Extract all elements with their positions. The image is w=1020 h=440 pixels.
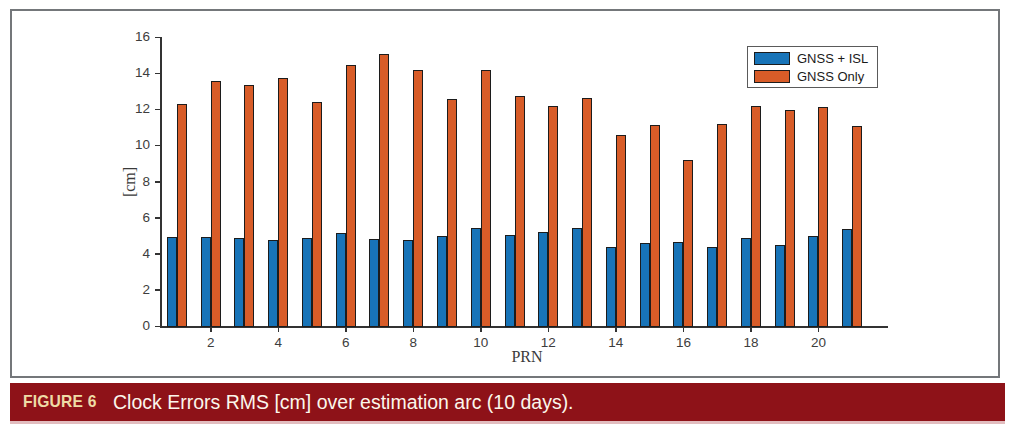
y-tick-label: 0 bbox=[12, 318, 150, 333]
bar-gnss-only-prn-19 bbox=[785, 110, 795, 327]
y-tick bbox=[155, 289, 160, 291]
y-tick bbox=[155, 217, 160, 219]
bar-gnss-isl-prn-17 bbox=[707, 247, 717, 327]
bar-gnss-only-prn-15 bbox=[650, 125, 660, 327]
legend-entry-gnss-isl: GNSS + ISL bbox=[754, 51, 871, 66]
x-tick-label: 14 bbox=[600, 335, 632, 350]
bar-gnss-only-prn-14 bbox=[616, 135, 626, 327]
y-tick bbox=[155, 109, 160, 111]
bar-gnss-only-prn-13 bbox=[582, 98, 592, 327]
bar-gnss-only-prn-20 bbox=[818, 107, 828, 327]
bar-gnss-isl-prn-3 bbox=[234, 238, 244, 327]
bar-gnss-only-prn-6 bbox=[346, 65, 356, 327]
y-tick bbox=[155, 326, 160, 328]
x-tick-label: 12 bbox=[532, 335, 564, 350]
bar-gnss-only-prn-21 bbox=[852, 126, 862, 327]
chart-legend: GNSS + ISL GNSS Only bbox=[747, 46, 878, 88]
bar-gnss-only-prn-18 bbox=[751, 106, 761, 327]
y-axis-line bbox=[160, 37, 162, 326]
x-tick bbox=[548, 327, 550, 332]
legend-swatch-orange bbox=[754, 70, 790, 83]
bar-gnss-only-prn-11 bbox=[515, 96, 525, 327]
bar-gnss-isl-prn-19 bbox=[775, 245, 785, 327]
bar-gnss-only-prn-7 bbox=[379, 54, 389, 327]
bar-gnss-only-prn-5 bbox=[312, 102, 322, 327]
bar-gnss-only-prn-12 bbox=[548, 106, 558, 327]
x-tick-label: 10 bbox=[465, 335, 497, 350]
x-tick bbox=[210, 327, 212, 332]
bar-chart: [cm] PRN GNSS + ISL GNSS Only 0246810121… bbox=[12, 11, 998, 376]
bar-gnss-only-prn-1 bbox=[177, 104, 187, 327]
bar-gnss-isl-prn-4 bbox=[268, 240, 278, 327]
legend-entry-gnss-only: GNSS Only bbox=[754, 69, 871, 84]
x-tick bbox=[480, 327, 482, 332]
bar-gnss-only-prn-9 bbox=[447, 99, 457, 327]
bar-gnss-isl-prn-14 bbox=[606, 247, 616, 327]
figure-caption-bar: FIGURE 6 Clock Errors RMS [cm] over esti… bbox=[10, 383, 1005, 424]
bar-gnss-isl-prn-7 bbox=[369, 239, 379, 327]
y-tick-label: 10 bbox=[12, 137, 150, 152]
bar-gnss-isl-prn-21 bbox=[842, 229, 852, 327]
y-tick bbox=[155, 181, 160, 183]
x-tick-label: 2 bbox=[195, 335, 227, 350]
bar-gnss-isl-prn-5 bbox=[302, 238, 312, 327]
y-tick bbox=[155, 37, 160, 39]
x-axis-title: PRN bbox=[487, 348, 567, 366]
legend-label: GNSS + ISL bbox=[797, 51, 868, 66]
y-tick-label: 14 bbox=[12, 65, 150, 80]
figure-caption-text: Clock Errors RMS [cm] over estimation ar… bbox=[113, 391, 574, 414]
x-tick bbox=[818, 327, 820, 332]
y-tick-label: 6 bbox=[12, 210, 150, 225]
bar-gnss-only-prn-16 bbox=[683, 160, 693, 327]
figure-caption-label: FIGURE 6 bbox=[23, 392, 97, 412]
x-tick bbox=[683, 327, 685, 332]
y-tick-label: 4 bbox=[12, 246, 150, 261]
bar-gnss-only-prn-8 bbox=[413, 70, 423, 327]
bar-gnss-only-prn-3 bbox=[244, 85, 254, 327]
bar-gnss-only-prn-2 bbox=[211, 81, 221, 327]
x-tick bbox=[615, 327, 617, 332]
y-tick bbox=[155, 253, 160, 255]
bar-gnss-only-prn-10 bbox=[481, 70, 491, 327]
x-tick-label: 20 bbox=[802, 335, 834, 350]
x-tick bbox=[345, 327, 347, 332]
x-tick-label: 6 bbox=[330, 335, 362, 350]
legend-swatch-blue bbox=[754, 52, 790, 65]
x-tick-label: 16 bbox=[667, 335, 699, 350]
bar-gnss-only-prn-4 bbox=[278, 78, 288, 327]
bar-gnss-isl-prn-8 bbox=[403, 240, 413, 327]
y-tick-label: 12 bbox=[12, 101, 150, 116]
y-tick-label: 16 bbox=[12, 29, 150, 44]
bar-gnss-isl-prn-6 bbox=[336, 233, 346, 327]
bar-gnss-isl-prn-16 bbox=[673, 242, 683, 327]
x-tick-label: 18 bbox=[735, 335, 767, 350]
x-tick-label: 8 bbox=[397, 335, 429, 350]
bar-gnss-isl-prn-13 bbox=[572, 228, 582, 327]
bar-gnss-isl-prn-2 bbox=[201, 237, 211, 327]
bar-gnss-isl-prn-11 bbox=[505, 235, 515, 327]
figure-panel: [cm] PRN GNSS + ISL GNSS Only 0246810121… bbox=[10, 9, 1000, 378]
bar-gnss-isl-prn-9 bbox=[437, 236, 447, 327]
bar-gnss-isl-prn-20 bbox=[808, 236, 818, 327]
x-tick bbox=[413, 327, 415, 332]
y-tick-label: 8 bbox=[12, 174, 150, 189]
bar-gnss-isl-prn-1 bbox=[167, 237, 177, 327]
y-tick bbox=[155, 73, 160, 75]
y-tick bbox=[155, 145, 160, 147]
bar-gnss-isl-prn-15 bbox=[640, 243, 650, 327]
bar-gnss-only-prn-17 bbox=[717, 124, 727, 327]
bar-gnss-isl-prn-12 bbox=[538, 232, 548, 327]
x-tick bbox=[278, 327, 280, 332]
legend-label: GNSS Only bbox=[797, 69, 864, 84]
bar-gnss-isl-prn-10 bbox=[471, 228, 481, 327]
x-tick bbox=[750, 327, 752, 332]
y-tick-label: 2 bbox=[12, 282, 150, 297]
x-tick-label: 4 bbox=[262, 335, 294, 350]
bar-gnss-isl-prn-18 bbox=[741, 238, 751, 327]
